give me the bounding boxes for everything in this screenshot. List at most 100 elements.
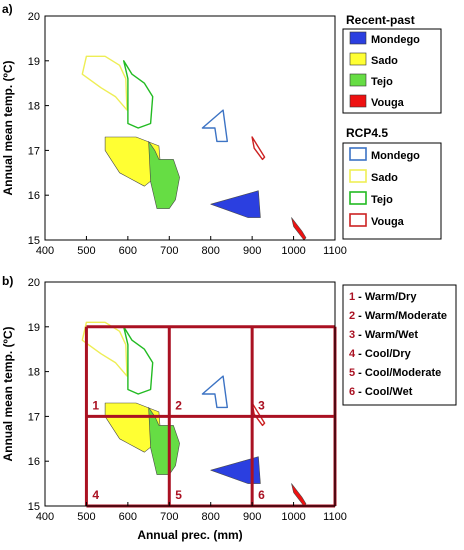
region-tejo-recent-past	[148, 141, 180, 209]
legend-label-vouga: Vouga	[371, 216, 405, 228]
panel-b-plot-frame	[44, 281, 336, 507]
class-legend-number: 1	[349, 291, 355, 303]
y-tick-label: 15	[28, 501, 40, 513]
x-tick-label: 400	[36, 245, 54, 257]
region-tejo-rcp45	[122, 326, 154, 395]
x-tick-label: 400	[36, 511, 54, 523]
legend-swatch-tejo	[349, 73, 367, 87]
x-tick-label: 700	[160, 245, 178, 257]
cell-label-4: 4	[92, 488, 99, 502]
class-legend-item-5: 5 - Cool/Moderate	[349, 367, 441, 379]
class-legend-number: 5	[349, 367, 355, 379]
y-tick-label: 16	[28, 456, 40, 468]
x-tick-label: 500	[77, 245, 95, 257]
panel-a-label: a)	[2, 2, 13, 16]
x-tick-label: 800	[202, 245, 220, 257]
panel-b-x-ticks: 400 500 600 700 800 900 1000 1100	[36, 502, 347, 523]
region-vouga-rcp45	[251, 136, 266, 161]
panel-b-regions	[81, 321, 307, 507]
x-tick-label: 800	[202, 511, 220, 523]
legend-rcp45-box	[342, 142, 442, 240]
panel-a-y-ticks: 15 16 17 18 19 20	[28, 11, 49, 247]
class-legend-text: - Cool/Wet	[355, 386, 413, 398]
legend-recent-past-box	[342, 28, 442, 114]
legend-swatch-vouga	[349, 213, 367, 227]
region-vouga-rcp45	[251, 402, 266, 427]
legend-recent-past-entries: Mondego Sado Tejo Vouga	[349, 31, 420, 109]
x-tick-label: 500	[77, 511, 95, 523]
panel-a-plot-frame	[44, 15, 336, 241]
cell-label-3: 3	[258, 398, 265, 412]
panel-a-x-ticks: 400 500 600 700 800 900 1000 1100	[36, 236, 347, 257]
legend-recent-past-title: Recent-past	[346, 13, 415, 27]
y-tick-label: 18	[28, 367, 40, 379]
panel-b-y-axis-label: Annual mean temp. (ºC)	[1, 326, 15, 461]
class-legend-number: 2	[349, 310, 355, 322]
panel-a-y-axis-label: Annual mean temp. (ºC)	[1, 60, 15, 195]
legend-swatch-sado	[349, 52, 367, 66]
x-tick-label: 900	[243, 245, 261, 257]
legend-swatch-vouga	[349, 94, 367, 108]
region-mondego-rcp45	[201, 109, 229, 143]
panel-b-cell-labels: 1 2 3 4 5 6	[92, 398, 265, 502]
region-mondego-recent-past	[210, 190, 261, 218]
class-legend-item-1: 1 - Warm/Dry	[349, 291, 417, 303]
legend-label-mondego: Mondego	[371, 150, 420, 162]
cell-label-5: 5	[175, 488, 182, 502]
class-legend-item-4: 4 - Cool/Dry	[349, 348, 412, 360]
legend-swatch-sado	[349, 169, 367, 183]
class-legend-number: 6	[349, 386, 355, 398]
class-legend-item-3: 3 - Warm/Wet	[349, 329, 418, 341]
region-tejo-rcp45	[122, 60, 154, 129]
panel-b-label: b)	[2, 274, 13, 288]
region-tejo-recent-past	[148, 407, 180, 475]
legend-swatch-tejo	[349, 191, 367, 205]
legend-label-vouga: Vouga	[371, 97, 405, 109]
x-tick-label: 600	[119, 245, 137, 257]
class-legend-text: - Warm/Dry	[355, 291, 417, 303]
legend-label-tejo: Tejo	[371, 194, 393, 206]
panel-b-classification-grid	[84, 325, 337, 508]
legend-classes-box	[342, 284, 457, 406]
y-tick-label: 19	[28, 56, 40, 68]
panel-b: b) 1 2 34 5 6 400 500 600 700 800 900 1000 1100 151…	[1, 274, 457, 542]
panel-b-y-ticks: 15 16 17 18 19 20	[28, 277, 49, 513]
legend-label-mondego: Mondego	[371, 34, 420, 46]
x-tick-label: 700	[160, 511, 178, 523]
panel-b-x-axis-label: Annual prec. (mm)	[137, 528, 242, 542]
y-tick-label: 19	[28, 322, 40, 334]
class-legend-text: - Warm/Moderate	[355, 310, 447, 322]
y-tick-label: 18	[28, 101, 40, 113]
panel-a-regions	[81, 55, 307, 241]
class-legend-number: 4	[349, 348, 356, 360]
class-legend-text: - Warm/Wet	[355, 329, 418, 341]
x-tick-label: 1000	[281, 511, 305, 523]
y-tick-label: 17	[28, 145, 40, 157]
cell-label-6: 6	[258, 488, 265, 502]
y-tick-label: 20	[28, 277, 40, 289]
y-tick-label: 15	[28, 235, 40, 247]
legend-label-sado: Sado	[371, 172, 398, 184]
cell-label-1: 1	[92, 398, 99, 412]
legend-rcp45-title: RCP4.5	[346, 126, 388, 140]
x-tick-label: 1000	[281, 245, 305, 257]
class-legend-item-6: 6 - Cool/Wet	[349, 386, 413, 398]
class-legend-item-2: 2 - Warm/Moderate	[349, 310, 447, 322]
region-mondego-rcp45	[201, 375, 229, 409]
legend-swatch-mondego	[349, 147, 367, 161]
y-tick-label: 17	[28, 411, 40, 423]
y-tick-label: 20	[28, 11, 40, 23]
region-vouga-recent-past	[291, 217, 307, 241]
x-tick-label: 900	[243, 511, 261, 523]
class-legend-text: - Cool/Moderate	[355, 367, 441, 379]
y-tick-label: 16	[28, 190, 40, 202]
legend-swatch-mondego	[349, 31, 367, 45]
legend-rcp45: RCP4.5 Mondego Sado Tejo Vouga	[342, 126, 442, 240]
legend-recent-past: Recent-past Mondego Sado Tejo Vouga	[342, 13, 442, 114]
panel-a: a) 400 500 600 700 800 900 1000 1100 15 16 17 18 19…	[1, 2, 442, 257]
region-sado-rcp45	[81, 55, 128, 111]
cell-label-2: 2	[175, 398, 182, 412]
